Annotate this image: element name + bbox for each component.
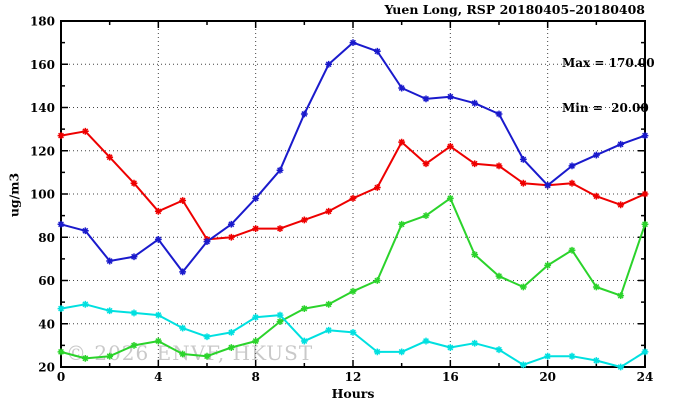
series-blue-markers <box>57 39 649 276</box>
y-tick-label: 120 <box>30 144 55 158</box>
y-axis-label: ug/m3 <box>6 172 22 218</box>
x-tick-label: 8 <box>251 370 259 384</box>
y-tick-label: 100 <box>30 188 55 202</box>
x-tick-label: 0 <box>57 370 65 384</box>
y-tick-label: 20 <box>38 361 55 375</box>
series-cyan-markers <box>57 300 649 371</box>
y-tick-label: 140 <box>30 101 55 115</box>
series-green-markers <box>57 194 649 362</box>
y-tick-label: 80 <box>38 231 55 245</box>
y-tick-label: 60 <box>38 274 55 288</box>
chart-title: Yuen Long, RSP 20180405–20180408 <box>384 2 645 17</box>
x-tick-label: 12 <box>345 370 362 384</box>
x-axis-label: Hours <box>331 386 375 401</box>
y-tick-label: 40 <box>38 317 55 331</box>
x-tick-label: 24 <box>637 370 654 384</box>
y-tick-label: 180 <box>30 15 55 29</box>
y-tick-label: 160 <box>30 58 55 72</box>
watermark: © 2026 ENVF, HKUST <box>66 341 314 365</box>
stats-annotation: Max = 170.00 Min = 20.00 <box>562 26 655 146</box>
max-value-label: Max = 170.00 <box>562 56 655 70</box>
x-tick-label: 20 <box>539 370 556 384</box>
x-tick-label: 4 <box>154 370 162 384</box>
series-red-markers <box>57 127 649 243</box>
min-value-label: Min = 20.00 <box>562 101 649 115</box>
x-tick-label: 16 <box>442 370 459 384</box>
